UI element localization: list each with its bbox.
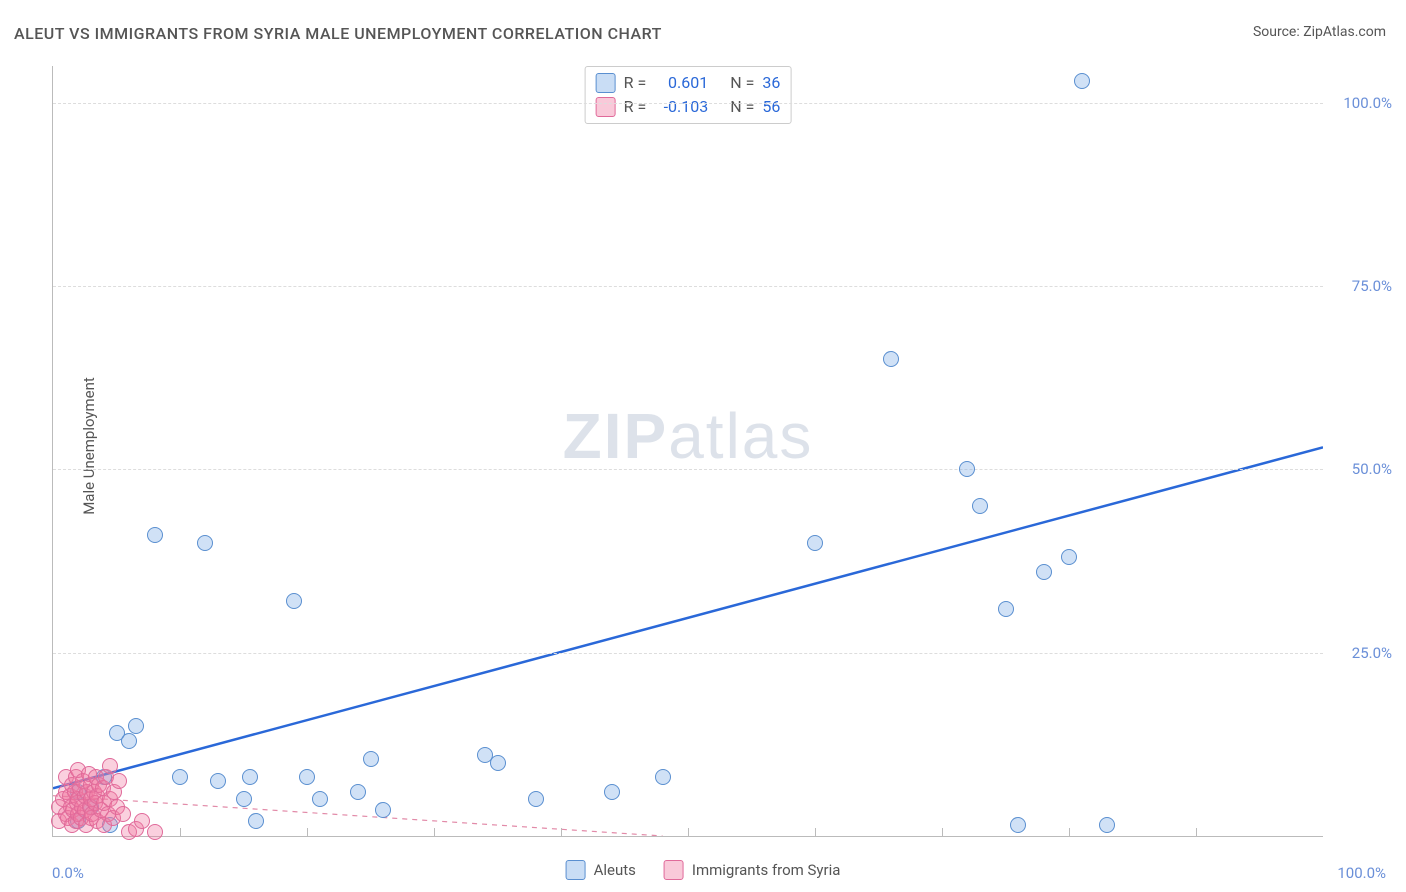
legend-item-aleuts: Aleuts (566, 860, 636, 880)
data-point (111, 773, 127, 789)
data-point (147, 824, 163, 840)
scatter-plot-area: ZIPatlas R = 0.601 N = 36 R = -0.103 N =… (52, 66, 1323, 837)
data-point (1074, 73, 1090, 89)
data-point (959, 461, 975, 477)
data-point (102, 758, 118, 774)
data-point (1099, 817, 1115, 833)
source-attribution: Source: ZipAtlas.com (1253, 24, 1386, 40)
x-tick-minor (688, 828, 689, 836)
x-tick-minor (180, 828, 181, 836)
y-tick-label: 75.0% (1352, 277, 1392, 295)
data-point (248, 813, 264, 829)
x-tick-minor (815, 828, 816, 836)
r-value: -0.103 (654, 95, 708, 119)
data-point (972, 498, 988, 514)
x-tick-minor (1069, 828, 1070, 836)
data-point (242, 769, 258, 785)
data-point (286, 593, 302, 609)
data-point (1061, 549, 1077, 565)
data-point (1036, 564, 1052, 580)
gridline (53, 286, 1323, 287)
r-value: 0.601 (654, 71, 708, 95)
data-point (807, 535, 823, 551)
n-value: 36 (762, 71, 780, 95)
swatch-icon (596, 97, 616, 117)
data-point (528, 791, 544, 807)
r-label: R = (624, 95, 647, 119)
data-point (210, 773, 226, 789)
data-point (1010, 817, 1026, 833)
x-tick-minor (1196, 828, 1197, 836)
data-point (350, 784, 366, 800)
data-point (604, 784, 620, 800)
n-label: N = (730, 95, 754, 119)
legend-item-syria: Immigrants from Syria (664, 860, 841, 880)
x-axis-min-label: 0.0% (52, 864, 84, 882)
y-tick-label: 25.0% (1352, 644, 1392, 662)
watermark: ZIPatlas (563, 399, 814, 473)
stats-row-aleuts: R = 0.601 N = 36 (596, 71, 781, 95)
gridline (53, 103, 1323, 104)
trendlines-svg (53, 66, 1323, 836)
data-point (490, 755, 506, 771)
data-point (128, 718, 144, 734)
chart-title: ALEUT VS IMMIGRANTS FROM SYRIA MALE UNEM… (14, 24, 662, 43)
data-point (363, 751, 379, 767)
swatch-icon (596, 73, 616, 93)
x-axis-max-label: 100.0% (1337, 864, 1386, 882)
data-point (299, 769, 315, 785)
data-point (115, 806, 131, 822)
legend-label: Aleuts (594, 861, 636, 879)
swatch-icon (664, 860, 684, 880)
stats-row-syria: R = -0.103 N = 56 (596, 95, 781, 119)
data-point (236, 791, 252, 807)
swatch-icon (566, 860, 586, 880)
bottom-legend: Aleuts Immigrants from Syria (566, 860, 841, 880)
r-label: R = (624, 71, 647, 95)
data-point (197, 535, 213, 551)
data-point (998, 601, 1014, 617)
stats-legend-box: R = 0.601 N = 36 R = -0.103 N = 56 (585, 66, 792, 124)
data-point (375, 802, 391, 818)
legend-label: Immigrants from Syria (692, 861, 841, 879)
data-point (883, 351, 899, 367)
data-point (655, 769, 671, 785)
trend-line (53, 447, 1323, 788)
data-point (312, 791, 328, 807)
n-value: 56 (762, 95, 780, 119)
x-tick-minor (307, 828, 308, 836)
gridline (53, 653, 1323, 654)
x-tick-minor (561, 828, 562, 836)
y-tick-label: 50.0% (1352, 460, 1392, 478)
n-label: N = (730, 71, 754, 95)
x-tick-minor (434, 828, 435, 836)
data-point (172, 769, 188, 785)
gridline (53, 469, 1323, 470)
y-tick-label: 100.0% (1343, 94, 1392, 112)
data-point (147, 527, 163, 543)
x-tick-minor (942, 828, 943, 836)
data-point (121, 733, 137, 749)
